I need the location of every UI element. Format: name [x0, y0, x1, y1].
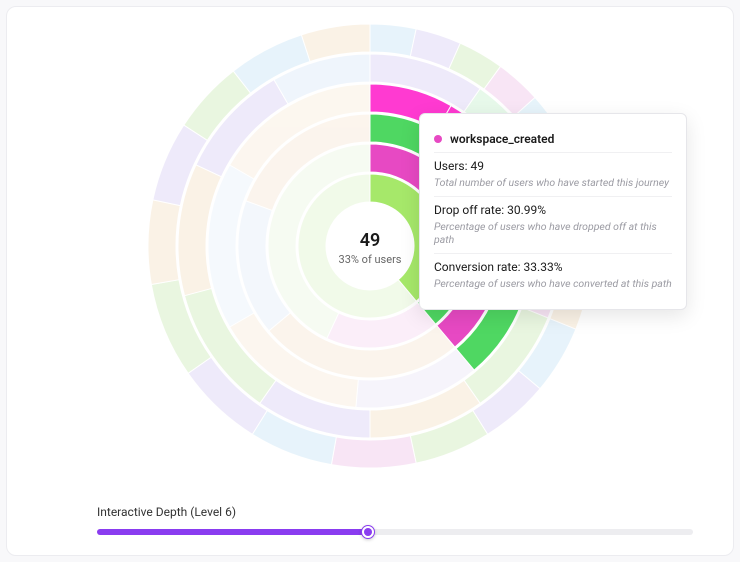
card: 49 33% of users workspace_created Users:…	[6, 6, 734, 556]
depth-slider-area: Interactive Depth (Level 6)	[97, 505, 693, 535]
tooltip-users-metric: Users: 49	[434, 159, 672, 173]
depth-slider-fill	[97, 529, 368, 535]
depth-slider-label: Interactive Depth (Level 6)	[97, 505, 693, 519]
tooltip-dropoff-metric: Drop off rate: 30.99%	[434, 203, 672, 217]
depth-slider-thumb-ring-icon	[364, 528, 372, 536]
sunburst-segment[interactable]	[148, 200, 180, 285]
tooltip: workspace_created Users: 49 Total number…	[419, 113, 687, 310]
tooltip-series-dot-icon	[434, 135, 442, 143]
tooltip-conversion-metric: Conversion rate: 33.33%	[434, 260, 672, 274]
sunburst-segment[interactable]	[370, 24, 416, 56]
depth-slider[interactable]	[97, 529, 693, 535]
tooltip-conversion-desc: Percentage of users who have converted a…	[434, 277, 672, 291]
tooltip-title: workspace_created	[450, 132, 554, 146]
depth-slider-thumb[interactable]	[361, 525, 375, 539]
sunburst-segment[interactable]	[331, 436, 416, 468]
tooltip-users-desc: Total number of users who have started t…	[434, 176, 672, 190]
tooltip-dropoff-desc: Percentage of users who have dropped off…	[434, 220, 672, 247]
